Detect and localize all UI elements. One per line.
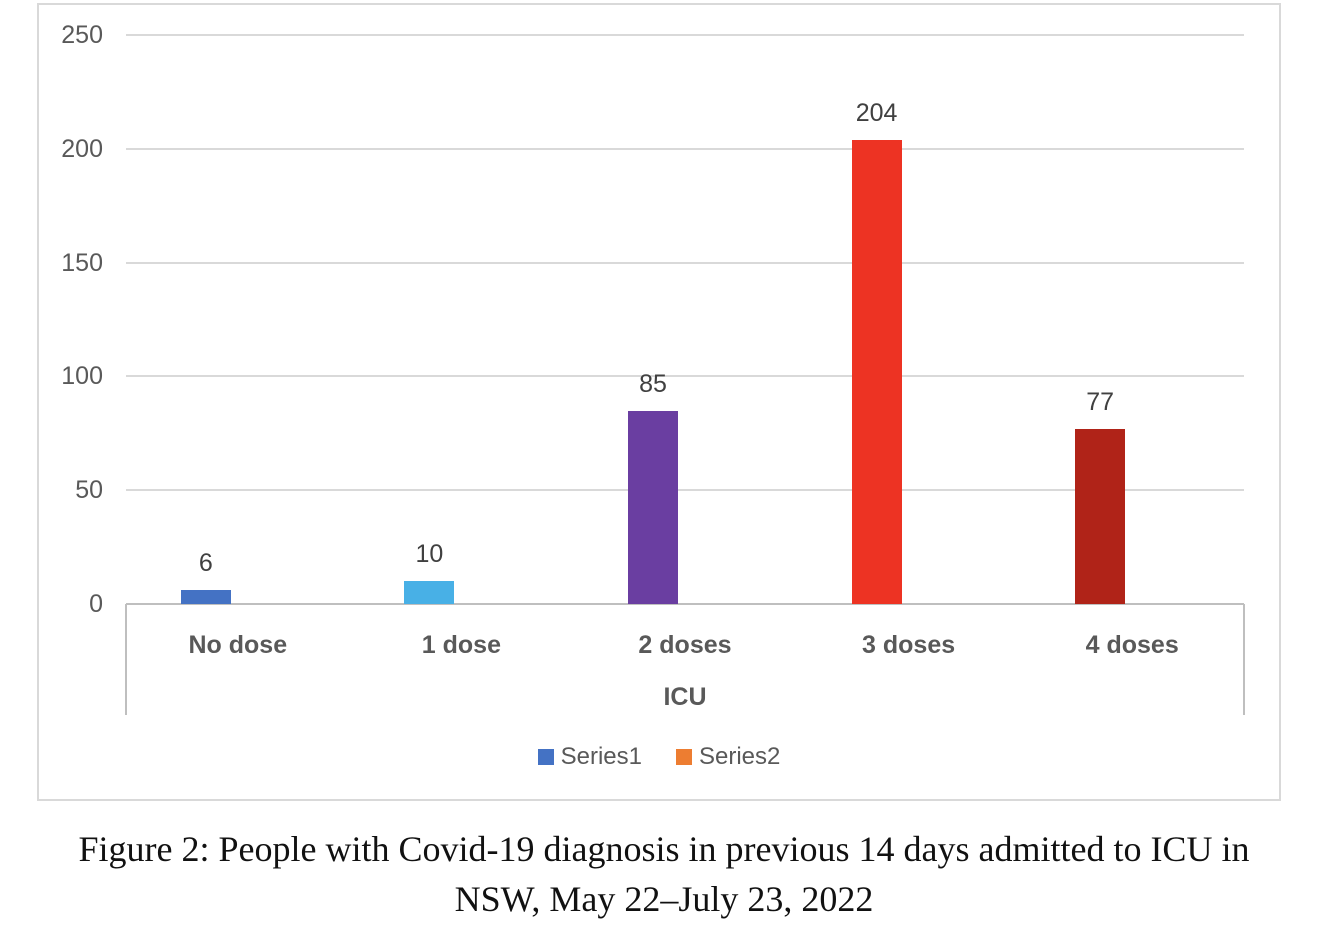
x-axis-line: [126, 603, 1244, 605]
legend-item-series2: Series2: [676, 745, 780, 769]
x-axis-category-label: 1 dose: [421, 631, 501, 659]
y-axis-tick-label: 150: [61, 248, 103, 277]
bar-value-label: 6: [198, 549, 213, 577]
legend-label: Series2: [699, 743, 781, 770]
legend: Series1 Series2: [39, 745, 1279, 769]
bar-4-doses: [1075, 429, 1126, 604]
y-axis-tick-label: 200: [61, 134, 103, 163]
bar-value-label: 10: [415, 540, 444, 568]
y-axis-tick-label: 250: [61, 21, 103, 49]
caption-line-2: NSW, May 22–July 23, 2022: [454, 879, 874, 919]
bar-2-doses: [628, 411, 678, 604]
x-axis-title: ICU: [663, 683, 707, 711]
legend-label: Series1: [560, 743, 642, 770]
bar-1-dose: [404, 581, 455, 604]
bar-3-doses: [851, 140, 902, 604]
y-axis-tick-label: 0: [89, 590, 103, 618]
category-band-left-stub: [125, 604, 127, 715]
legend-swatch-icon: [537, 749, 554, 765]
y-gridline: [126, 261, 1244, 264]
category-band-right-stub: [1243, 604, 1245, 715]
y-gridline: [126, 147, 1244, 150]
y-gridline: [126, 375, 1244, 378]
y-axis-tick-label: 50: [75, 476, 103, 505]
legend-item-series1: Series1: [537, 743, 642, 770]
x-axis-category-label: 4 doses: [1085, 631, 1179, 659]
x-axis-category-label: No dose: [188, 631, 288, 659]
x-axis-category-label: 3 doses: [862, 631, 956, 659]
bar-no-dose: [180, 590, 231, 604]
figure-caption: Figure 2: People with Covid-19 diagnosis…: [0, 824, 1328, 924]
y-gridline: [126, 34, 1244, 36]
y-gridline: [126, 489, 1244, 492]
legend-swatch-icon: [676, 749, 692, 765]
bar-value-label: 85: [639, 370, 667, 398]
chart-frame: Series1 Series2 0 50 100 150 200 250 6 No dose 10…: [37, 3, 1281, 801]
caption-line-1: Figure 2: People with Covid-19 diagnosis…: [78, 829, 1250, 869]
y-axis-tick-label: 100: [61, 362, 103, 391]
x-axis-category-label: 2 doses: [638, 631, 732, 659]
bar-value-label: 77: [1086, 388, 1115, 416]
bar-value-label: 204: [855, 99, 898, 127]
